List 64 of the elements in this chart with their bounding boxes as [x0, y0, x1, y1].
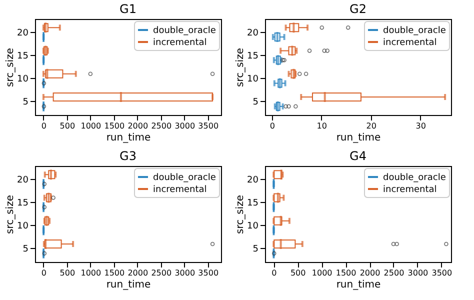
legend-label: double_oracle — [383, 173, 446, 183]
x-tick-label: 2000 — [128, 268, 148, 278]
x-tick-label: 1500 — [104, 122, 125, 130]
legend-label: incremental — [383, 185, 437, 195]
x-tick-label: 1500 — [104, 268, 125, 278]
y-axis-title: src_size — [235, 195, 246, 234]
x-tick-label: 500 — [60, 122, 76, 130]
x-tick-label: 0 — [272, 268, 277, 278]
x-tick-label: 0 — [41, 268, 46, 278]
chart-title: G1 — [120, 2, 136, 16]
y-tick-label: 15 — [17, 51, 28, 62]
y-tick-label: 15 — [247, 51, 258, 62]
x-tick-label: 2500 — [151, 122, 172, 130]
y-axis-title: src_size — [235, 48, 246, 87]
x-tick-label: 1000 — [80, 122, 102, 130]
x-tick-label: 500 — [60, 268, 76, 278]
chart-title: G4 — [350, 149, 366, 163]
y-tick-label: 5 — [22, 98, 28, 108]
x-tick-label: 1000 — [312, 268, 332, 278]
legend-label: double_oracle — [153, 26, 216, 36]
y-tick-label: 5 — [252, 98, 258, 108]
x-tick-label: 2500 — [384, 268, 404, 278]
y-tick-label: 10 — [247, 74, 259, 85]
x-tick-label: 2500 — [151, 268, 172, 278]
y-tick-label: 15 — [247, 198, 258, 208]
x-tick-label: 3500 — [432, 268, 452, 278]
legend-label: incremental — [153, 38, 207, 48]
y-axis-title: src_size — [5, 195, 16, 234]
y-tick-label: 10 — [17, 74, 29, 85]
y-tick-label: 20 — [17, 28, 29, 38]
x-tick-label: 1000 — [80, 268, 102, 278]
x-axis-title: run_time — [336, 280, 381, 290]
y-tick-label: 5 — [252, 244, 258, 255]
y-tick-label: 5 — [22, 244, 28, 255]
x-tick-label: 3500 — [198, 122, 219, 130]
legend-label: incremental — [153, 185, 207, 195]
x-tick-label: 3000 — [174, 122, 196, 130]
x-tick-label: 3000 — [174, 268, 196, 278]
y-tick-label: 10 — [247, 222, 259, 232]
x-tick-label: 2000 — [360, 268, 380, 278]
chart-title: G3 — [120, 149, 136, 163]
y-tick-label: 20 — [247, 28, 259, 38]
x-tick-label: 20 — [366, 122, 376, 130]
x-axis-title: run_time — [336, 132, 381, 144]
legend-label: double_oracle — [383, 26, 446, 36]
y-tick-label: 20 — [247, 175, 259, 186]
x-tick-label: 3000 — [408, 268, 428, 278]
x-tick-label: 3500 — [198, 268, 219, 278]
x-tick-label: 10 — [316, 122, 327, 130]
x-tick-label: 0 — [270, 122, 275, 130]
x-tick-label: 1500 — [336, 268, 356, 278]
x-axis-title: run_time — [106, 132, 151, 144]
x-tick-label: 500 — [290, 268, 306, 278]
x-tick-label: 30 — [416, 122, 426, 130]
x-axis-title: run_time — [106, 280, 151, 290]
legend-label: incremental — [383, 38, 437, 48]
chart-title: G2 — [350, 2, 366, 16]
y-tick-label: 10 — [17, 222, 29, 232]
y-tick-label: 15 — [17, 198, 28, 208]
y-tick-label: 20 — [17, 175, 29, 186]
y-axis-title: src_size — [5, 48, 16, 87]
x-tick-label: 0 — [41, 122, 46, 130]
legend-label: double_oracle — [153, 173, 216, 183]
x-tick-label: 2000 — [128, 122, 148, 130]
